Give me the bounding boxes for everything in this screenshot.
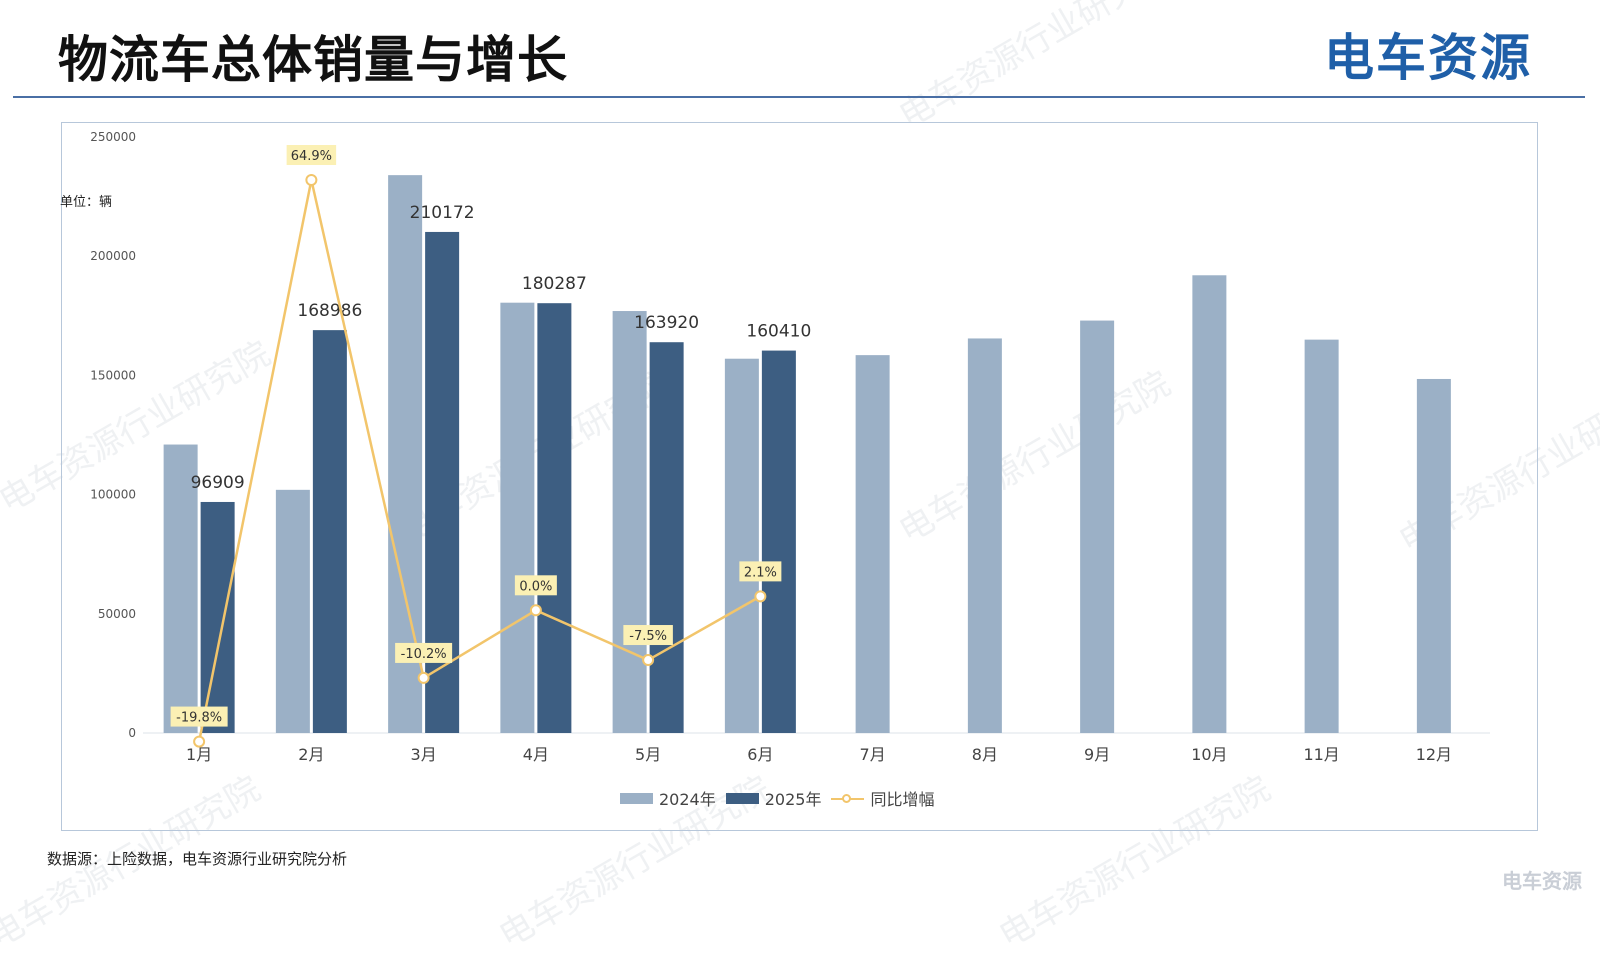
bar-2025-data-label: 168986 <box>297 301 362 321</box>
bar-2024 <box>500 302 535 733</box>
bar-2025 <box>537 303 572 733</box>
chart-legend: 2024年 2025年 同比增幅 <box>620 786 934 810</box>
x-tick-label: 10月 <box>1191 745 1227 764</box>
legend-item-2024[interactable]: 2024年 <box>620 786 716 810</box>
growth-point <box>529 604 542 617</box>
bar-2024 <box>1192 275 1227 733</box>
growth-label-box <box>395 642 453 663</box>
bar-2024 <box>1304 339 1339 733</box>
bar-2024 <box>388 175 423 734</box>
x-tick-label: 4月 <box>523 745 549 764</box>
bar-2025 <box>649 342 684 733</box>
x-tick-label: 12月 <box>1416 745 1452 764</box>
legend-label-2025: 2025年 <box>764 790 822 809</box>
growth-label-box <box>286 145 337 166</box>
growth-label-box <box>623 625 673 646</box>
title-divider <box>13 96 1585 98</box>
bar-2024 <box>275 489 310 733</box>
legend-swatch-growth <box>831 793 865 804</box>
footer-logo: 电车资源 <box>1502 869 1582 893</box>
legend-label-2024: 2024年 <box>659 790 716 809</box>
legend-swatch-2024 <box>620 792 653 804</box>
growth-point <box>642 654 655 667</box>
x-tick-label: 11月 <box>1303 745 1339 764</box>
growth-data-label: 64.9% <box>291 149 332 164</box>
unit-label: 单位：辆 <box>60 195 113 210</box>
bar-2025-data-label: 96909 <box>191 473 245 493</box>
bar-2024 <box>1080 320 1115 733</box>
growth-label-box <box>739 561 782 582</box>
bar-2024 <box>724 358 759 733</box>
bar-2025-data-label: 180287 <box>522 274 587 294</box>
y-tick-label: 250000 <box>90 130 136 144</box>
growth-data-label: 0.0% <box>519 579 552 594</box>
growth-line <box>197 179 761 742</box>
x-tick-label: 8月 <box>972 745 998 764</box>
y-tick-label: 0 <box>128 726 136 740</box>
bar-2025-data-label: 210172 <box>410 203 475 223</box>
x-tick-label: 1月 <box>186 745 212 764</box>
y-tick-label: 100000 <box>90 488 136 502</box>
legend-swatch-2025 <box>725 792 759 804</box>
growth-data-label: -10.2% <box>401 647 447 662</box>
bar-2024 <box>1416 378 1451 733</box>
growth-data-label: -19.8% <box>176 711 222 726</box>
growth-point <box>754 590 767 603</box>
growth-label-box <box>170 706 228 727</box>
source-note: 数据源：上险数据，电车资源行业研究院分析 <box>47 850 348 868</box>
growth-point <box>305 174 318 187</box>
x-tick-label: 2月 <box>298 745 324 764</box>
x-tick-label: 5月 <box>635 745 661 764</box>
y-tick-label: 200000 <box>90 249 136 263</box>
growth-data-label: -7.5% <box>629 629 667 644</box>
x-tick-label: 6月 <box>747 745 773 764</box>
bar-2024 <box>855 355 890 733</box>
growth-point <box>193 735 206 748</box>
x-tick-label: 3月 <box>411 745 437 764</box>
page-title: 物流车总体销量与增长 <box>58 31 568 89</box>
y-tick-label: 50000 <box>98 607 136 621</box>
legend-item-2025[interactable]: 2025年 <box>725 786 822 810</box>
bar-2025 <box>312 330 347 733</box>
bar-2024 <box>163 444 198 733</box>
y-tick-label: 150000 <box>90 368 136 382</box>
legend-item-growth[interactable]: 同比增幅 <box>831 786 934 810</box>
x-tick-label: 9月 <box>1084 745 1110 764</box>
bar-2025-data-label: 163920 <box>634 313 699 333</box>
bar-2025 <box>761 350 796 733</box>
growth-label-box <box>514 575 557 596</box>
bar-2025 <box>200 501 235 733</box>
bar-2024 <box>612 311 647 733</box>
bar-2024 <box>967 338 1002 733</box>
growth-point <box>417 671 430 684</box>
sales-growth-chart: 0 50000 100000 150000 200000 250000 96909 16898… <box>90 130 1490 764</box>
brand-logo: 电车资源 <box>1324 29 1532 87</box>
growth-data-label: 2.1% <box>744 565 777 580</box>
legend-label-growth: 同比增幅 <box>870 790 935 809</box>
bar-2025-data-label: 160410 <box>746 322 811 342</box>
x-tick-label: 7月 <box>860 745 886 764</box>
chart-panel <box>61 122 1538 831</box>
